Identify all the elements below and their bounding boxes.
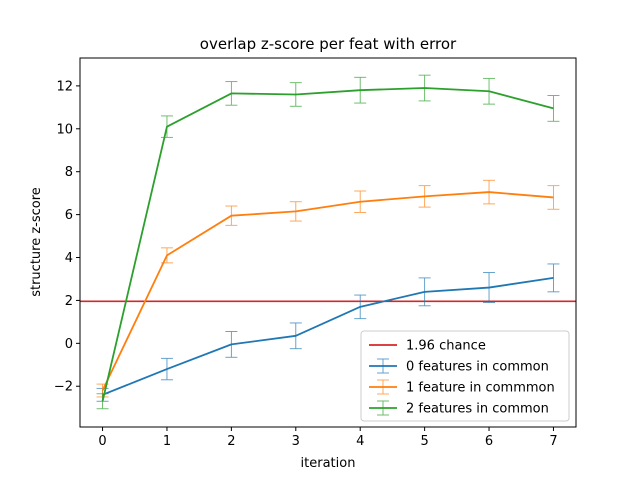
x-tick-label: 1 [163,434,171,449]
y-tick-label: 0 [65,337,73,352]
legend-label: 1 feature in commmon [406,381,555,396]
legend: 1.96 chance 0 features in common 1 feature… [360,330,570,422]
y-tick-label: 12 [56,79,73,94]
legend-label: 2 features in common [406,402,549,417]
legend-label: 1.96 chance [406,339,486,354]
series-line-2 [101,87,554,402]
legend-label: 0 features in common [406,360,549,375]
y-tick-label: 4 [65,251,73,266]
y-tick-label: 6 [65,208,73,223]
plot-frame [79,57,577,428]
legend-error-swatch [377,400,389,416]
y-axis: −2 0 2 4 6 8 10 12 [54,79,80,395]
x-tick-label: 2 [227,434,235,449]
y-tick-label: −2 [54,380,73,395]
x-tick-label: 7 [549,434,557,449]
y-tick-label: 2 [65,294,73,309]
series-line-0 [102,277,554,396]
legend-error-swatch [377,358,389,374]
series-layer [96,74,560,410]
legend-entry-2: 1 feature in commmon [369,379,555,396]
legend-error-swatch [377,379,389,395]
x-tick-label: 3 [292,434,300,449]
x-axis: 0 1 2 3 4 5 6 7 [98,427,558,449]
x-tick-label: 4 [356,434,364,449]
chart-title: overlap z-score per feat with error [200,35,457,53]
legend-entry-3: 2 features in common [369,400,549,417]
x-tick-label: 0 [98,434,106,449]
x-tick-label: 5 [420,434,428,449]
x-axis-label: iteration [301,456,356,471]
series-2 [96,74,560,410]
legend-entry-0: 1.96 chance [369,339,486,354]
series-1 [96,179,560,398]
series-line-1 [101,191,554,391]
legend-entry-1: 0 features in common [369,358,549,375]
y-tick-label: 10 [56,122,73,137]
legend-box [360,330,570,422]
y-axis-label: structure z-score [29,187,44,297]
y-tick-label: 8 [65,165,73,180]
x-tick-label: 6 [485,434,493,449]
